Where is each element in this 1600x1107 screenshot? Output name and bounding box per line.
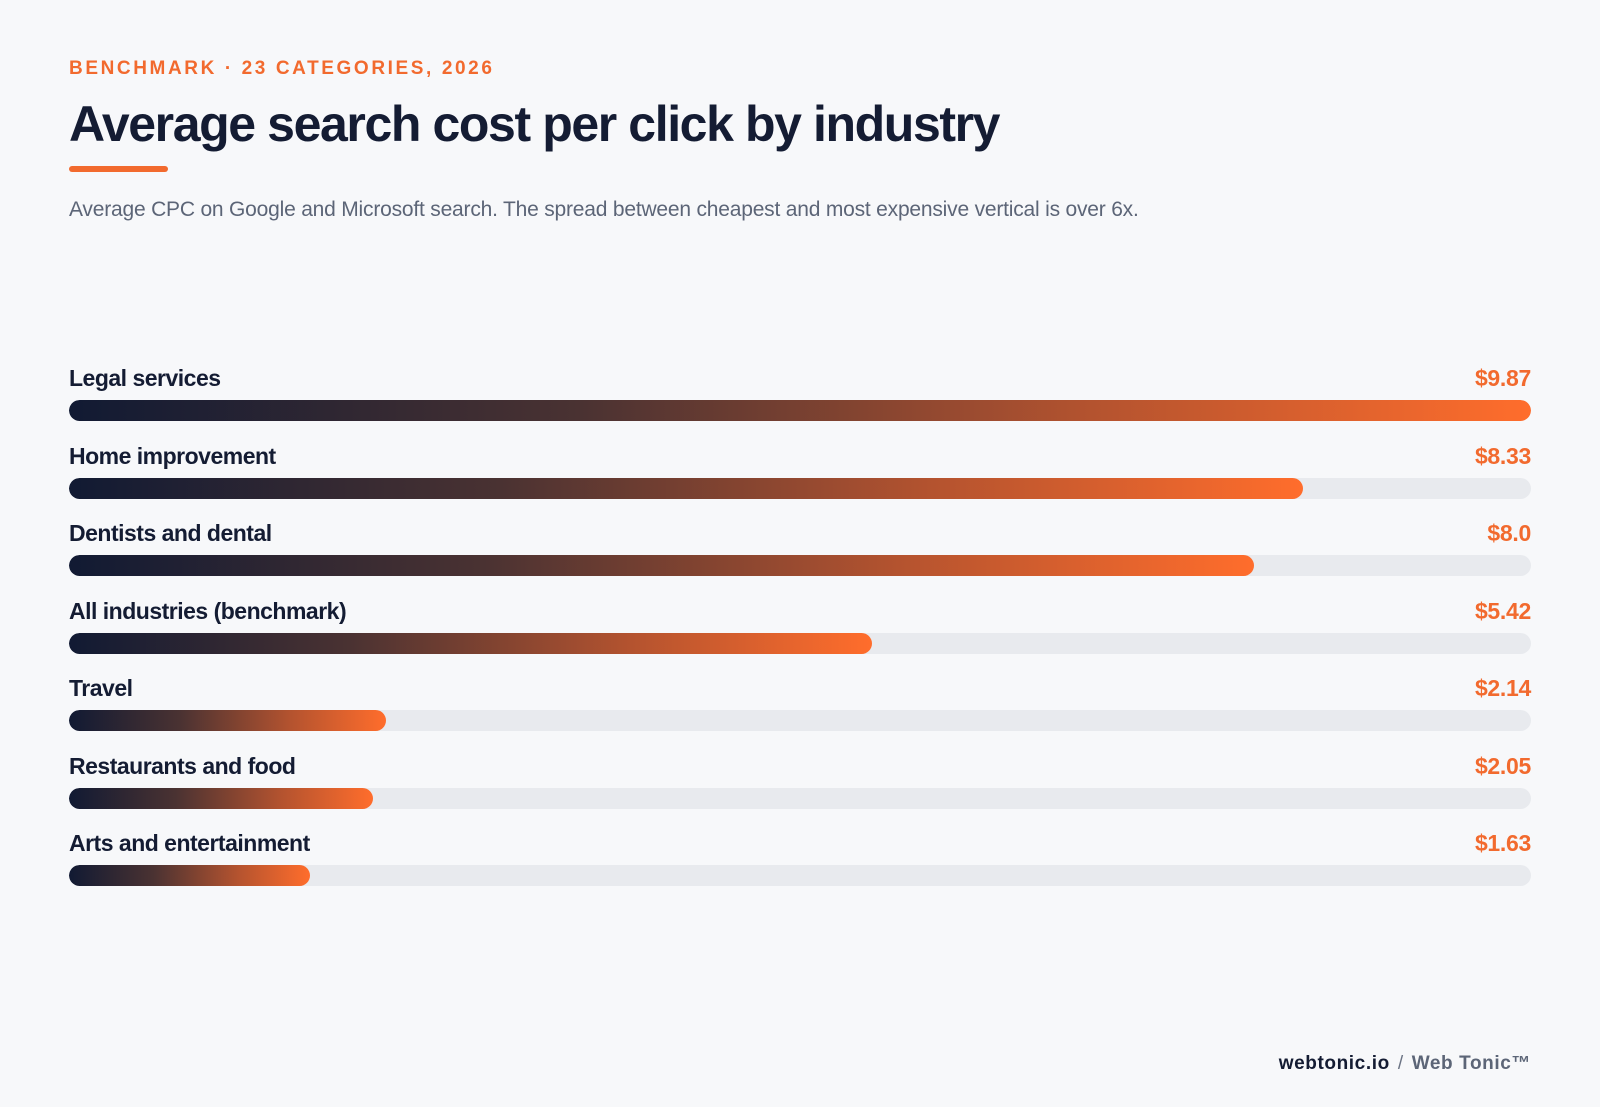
category-label: All industries (benchmark) xyxy=(69,597,347,624)
bar-row: Restaurants and food $2.05 xyxy=(69,748,1531,826)
value-label: $2.05 xyxy=(1474,752,1531,779)
title-accent-rule xyxy=(69,166,168,172)
value-label: $8.0 xyxy=(1487,520,1531,546)
bar-row: Dentists and dental $8.0 xyxy=(69,515,1531,593)
bar-track xyxy=(69,555,1531,576)
category-label: Dentists and dental xyxy=(69,520,272,546)
value-label: $2.14 xyxy=(1474,675,1531,701)
eyebrow-label: BENCHMARK · 23 CATEGORIES, 2026 xyxy=(69,58,495,79)
bar-row: Arts and entertainment $1.63 xyxy=(69,825,1531,903)
bar xyxy=(69,400,1531,421)
footer-credit: webtonic.io / Web Tonic™ xyxy=(1279,1052,1531,1076)
category-label: Home improvement xyxy=(69,442,276,469)
bar-row: Home improvement $8.33 xyxy=(69,438,1531,516)
chart-subtitle: Average CPC on Google and Microsoft sear… xyxy=(69,198,1139,221)
category-label: Travel xyxy=(69,675,133,701)
value-label: $8.33 xyxy=(1474,442,1531,469)
category-label: Restaurants and food xyxy=(69,752,296,779)
bar-track xyxy=(69,400,1531,421)
category-label: Arts and entertainment xyxy=(69,830,310,856)
footer-site: webtonic.io xyxy=(1278,1053,1390,1074)
value-label: $5.42 xyxy=(1474,597,1531,624)
bar-track xyxy=(69,477,1531,499)
bar xyxy=(69,710,386,731)
bar-row: Travel $2.14 xyxy=(69,670,1531,748)
bar-track xyxy=(69,632,1531,654)
footer-brand: Web Tonic™ xyxy=(1411,1053,1531,1074)
bar xyxy=(69,787,373,809)
chart-title: Average search cost per click by industr… xyxy=(69,96,1000,152)
bar-row: Legal services $9.87 xyxy=(69,360,1531,438)
bar xyxy=(69,632,872,654)
bar-chart: Legal services $9.87 Home improvement $8.33… xyxy=(69,360,1531,903)
bar xyxy=(69,477,1303,499)
bar xyxy=(69,555,1254,576)
bar xyxy=(69,865,311,886)
bar-row: All industries (benchmark) $5.42 xyxy=(69,593,1531,671)
category-label: Legal services xyxy=(69,365,221,391)
bar-track xyxy=(69,787,1531,809)
bar-track xyxy=(69,710,1531,731)
bar-track xyxy=(69,865,1531,886)
footer-separator: / xyxy=(1397,1053,1404,1074)
value-label: $1.63 xyxy=(1474,830,1531,856)
value-label: $9.87 xyxy=(1474,365,1531,391)
